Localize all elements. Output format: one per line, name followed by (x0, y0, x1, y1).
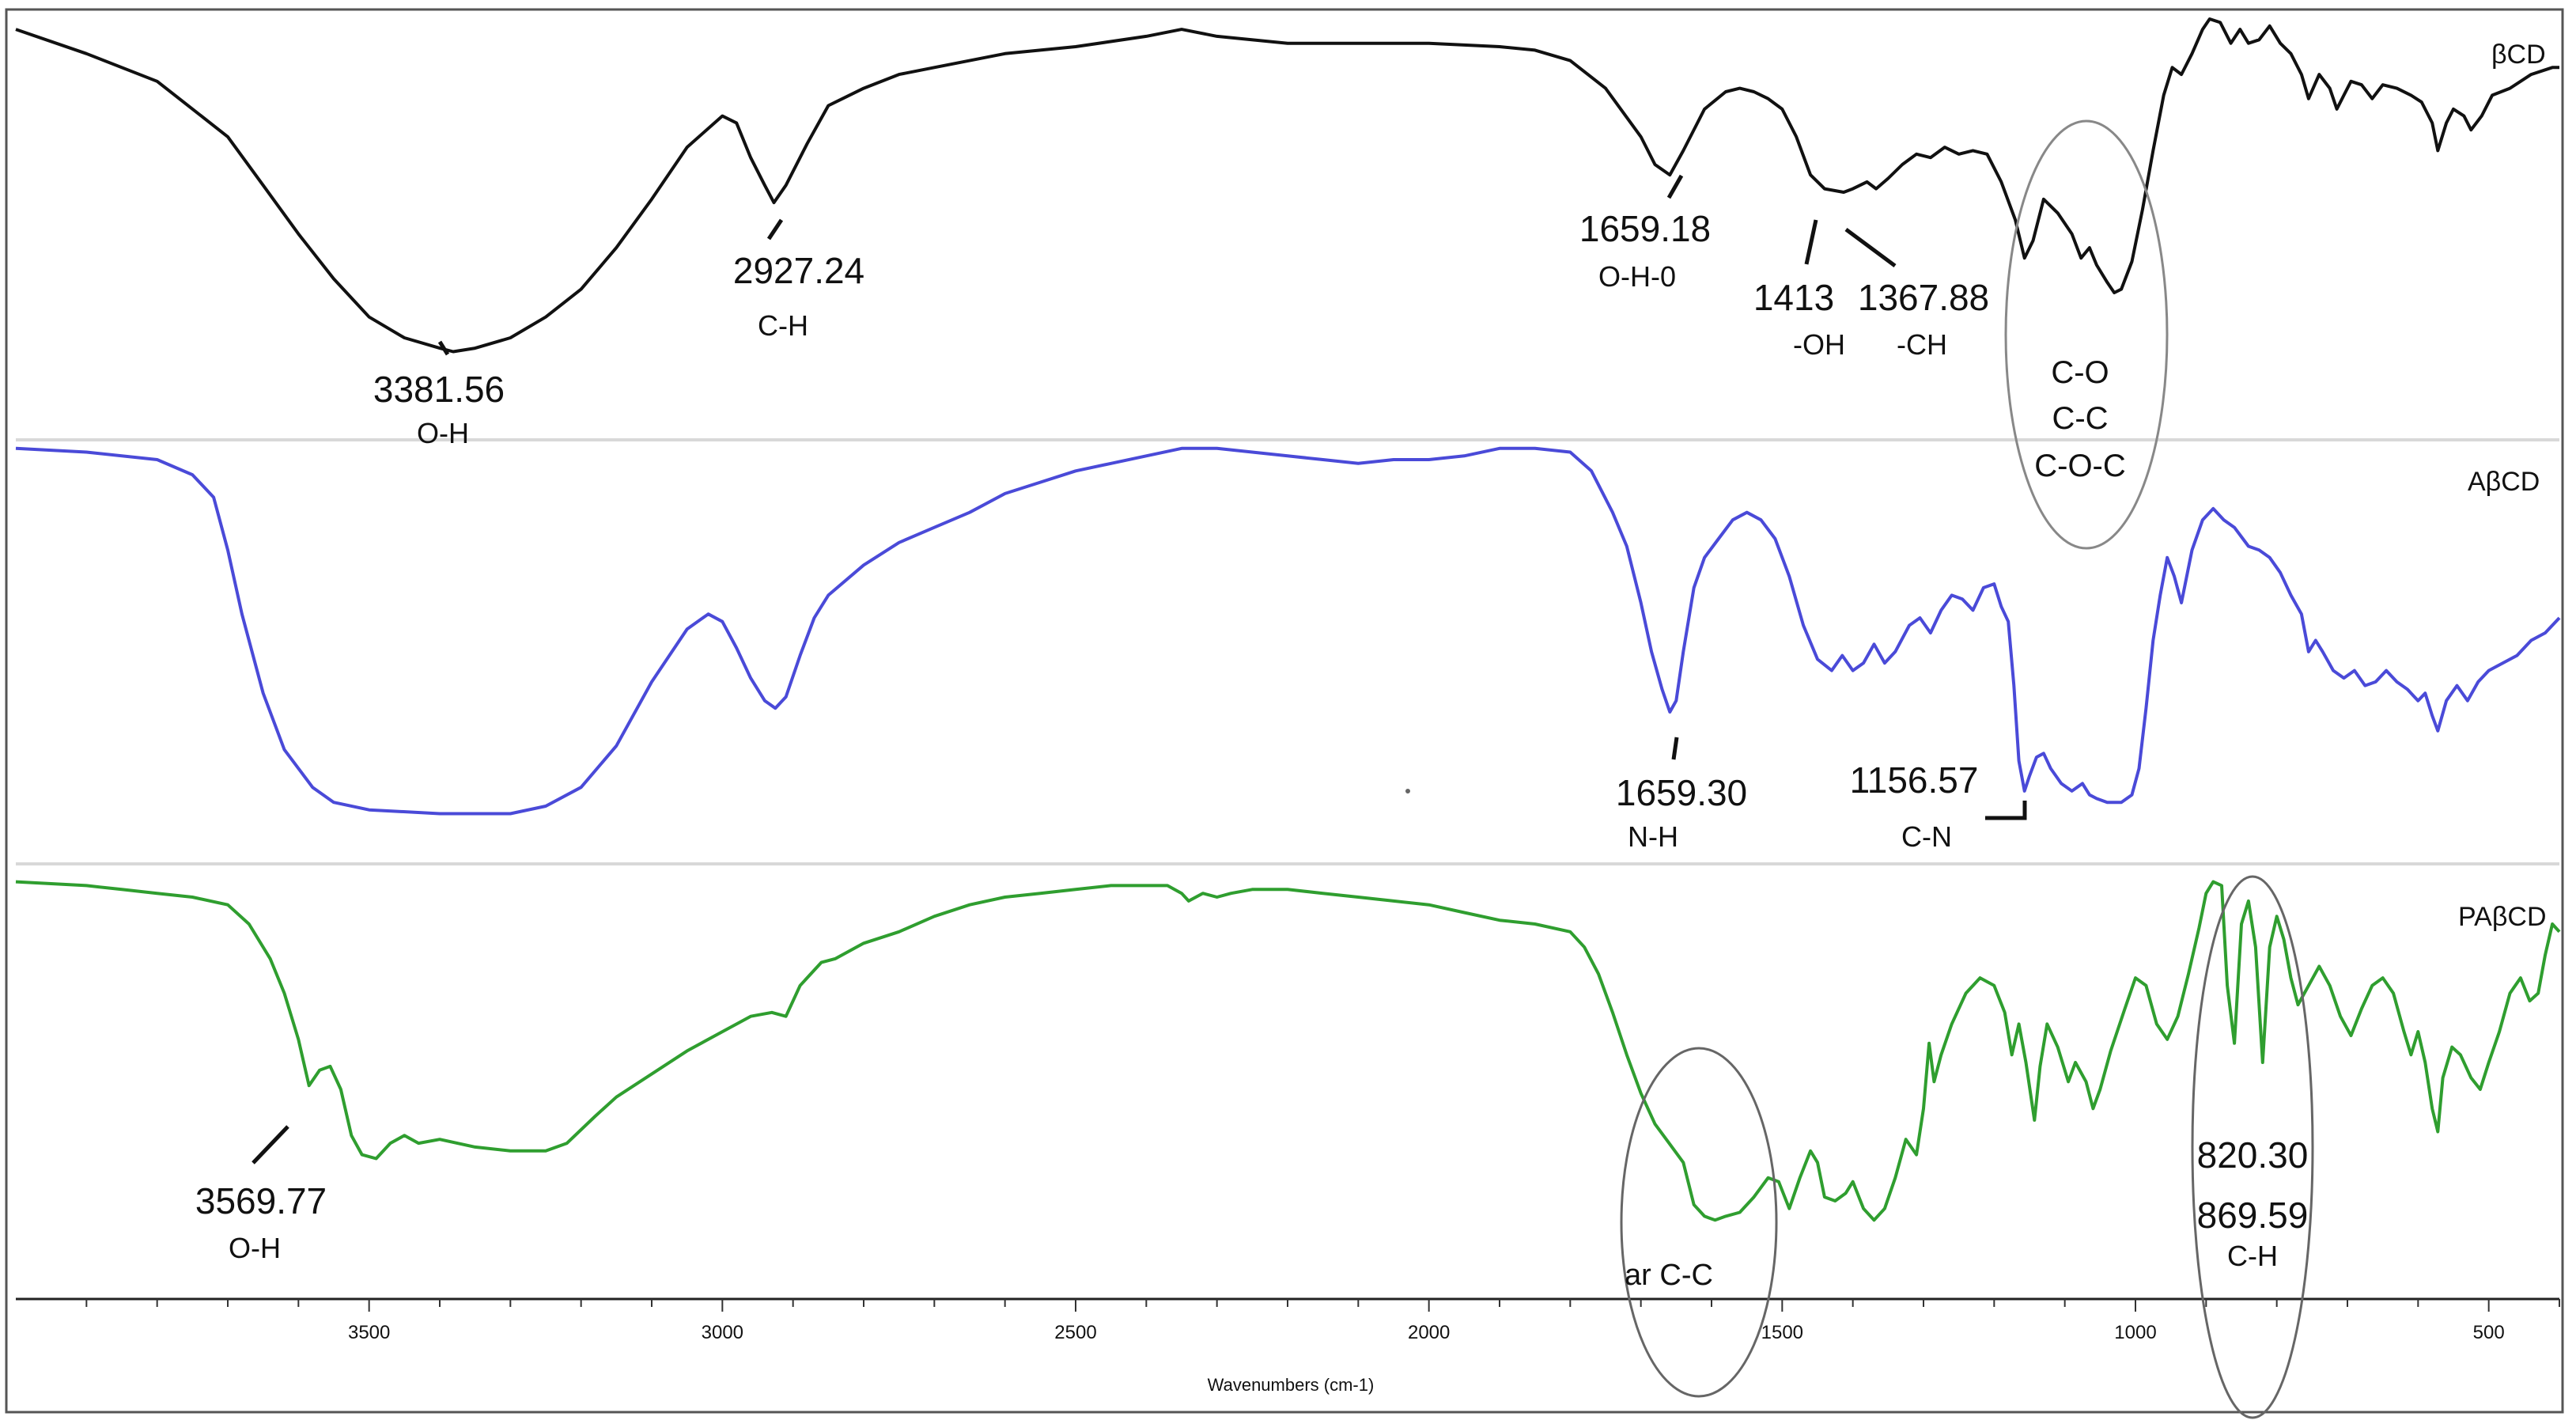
series-line-abcd (15, 446, 2561, 816)
assignment-3569: O-H (229, 1232, 281, 1264)
leader-line (1804, 219, 1818, 265)
peak-label-1156: 1156.57 (1850, 759, 1979, 801)
x-tick-label: 3000 (702, 1322, 743, 1343)
series-group (15, 17, 2561, 1222)
series-line-bcd (15, 17, 2559, 354)
leader-line (1985, 801, 2027, 820)
assignment-c-o: C-O (2051, 355, 2109, 390)
leader-line (437, 340, 450, 356)
x-tick-label: 1000 (2114, 1322, 2156, 1343)
x-tick-label: 3500 (348, 1322, 390, 1343)
chart-frame (5, 8, 2564, 1414)
assignment-ch-oop: C-H (2227, 1240, 2278, 1272)
assignment-1413: -OH (1793, 328, 1845, 361)
highlight-ellipse-aromatic (1620, 1047, 1778, 1398)
series-label-abcd: AβCD (2468, 467, 2540, 497)
x-tick-label: 2500 (1054, 1322, 1096, 1343)
peak-label-1413: 1413 (1753, 277, 1834, 318)
assignment-2927: C-H (758, 309, 808, 342)
assignment-1367: -CH (1897, 328, 1947, 361)
assignment-3381: O-H (417, 417, 469, 449)
assignment-1156: C-N (1901, 820, 1952, 853)
series-line-pabcd (15, 880, 2561, 1222)
peak-label-1367: 1367.88 (1858, 277, 1989, 318)
highlight-ellipse-fingerprint (2004, 119, 2169, 550)
peak-label-1659-bcd: 1659.18 (1579, 208, 1711, 249)
x-tick-label: 1500 (1761, 1322, 1803, 1343)
x-axis-ticks: 3500 3000 2500 2000 1500 1000 500 (85, 1299, 2560, 1343)
highlight-ellipse-ch-oop (2191, 875, 2314, 1419)
assignment-ar-c-c: ar C-C (1625, 1259, 1713, 1292)
leader-line (766, 218, 784, 240)
x-tick-label: 500 (2473, 1322, 2505, 1343)
peak-label-1659-abcd: 1659.30 (1616, 772, 1747, 813)
leader-line (1844, 227, 1897, 268)
stray-dot (1405, 789, 1410, 793)
assignment-c-c: C-C (2052, 401, 2108, 436)
series-label-pabcd: PAβCD (2458, 902, 2547, 932)
assignment-1659-bcd: O-H-0 (1598, 260, 1676, 293)
series-label-bcd: βCD (2491, 40, 2546, 70)
peak-label-820: 820.30 (2197, 1134, 2309, 1176)
peak-label-3381: 3381.56 (373, 369, 505, 410)
x-tick-label: 2000 (1408, 1322, 1450, 1343)
leader-line (1666, 174, 1684, 199)
peak-label-869: 869.59 (2197, 1195, 2309, 1236)
assignment-c-o-c: C-O-C (2034, 449, 2126, 483)
leader-line (1671, 737, 1679, 760)
peak-label-2927: 2927.24 (733, 250, 864, 291)
peak-label-3569: 3569.77 (195, 1180, 327, 1221)
x-axis-label: Wavenumbers (cm-1) (1208, 1375, 1375, 1395)
assignment-1659-abcd: N-H (1628, 820, 1678, 853)
leader-line (252, 1125, 289, 1165)
